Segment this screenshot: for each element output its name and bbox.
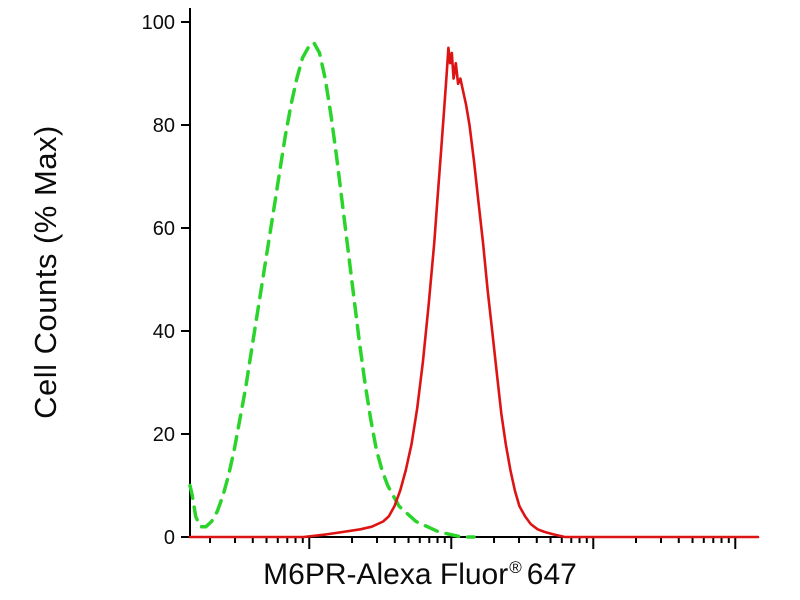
series-red-solid-sample — [188, 46, 760, 539]
x-axis-label: M6PR-Alexa Fluor® 647 — [263, 558, 577, 592]
x-axis-label-text: M6PR-Alexa Fluor — [263, 558, 509, 591]
y-tick-label: 0 — [164, 527, 175, 549]
registered-trademark-symbol: ® — [509, 558, 522, 577]
y-axis-ticks — [181, 21, 190, 538]
x-axis-label-number: 647 — [526, 558, 577, 591]
x-axis-ticks — [209, 537, 737, 549]
y-tick-label: 40 — [153, 321, 175, 343]
y-tick-label: 60 — [153, 218, 175, 240]
series-green-dashed-control — [188, 40, 476, 539]
y-axis-tick-labels: 0 20 40 60 80 100 — [142, 12, 175, 549]
y-tick-label: 20 — [153, 424, 175, 446]
axes — [189, 8, 758, 538]
y-tick-label: 100 — [142, 12, 175, 34]
y-axis-label: Cell Counts (% Max) — [28, 125, 63, 419]
y-tick-label: 80 — [153, 115, 175, 137]
